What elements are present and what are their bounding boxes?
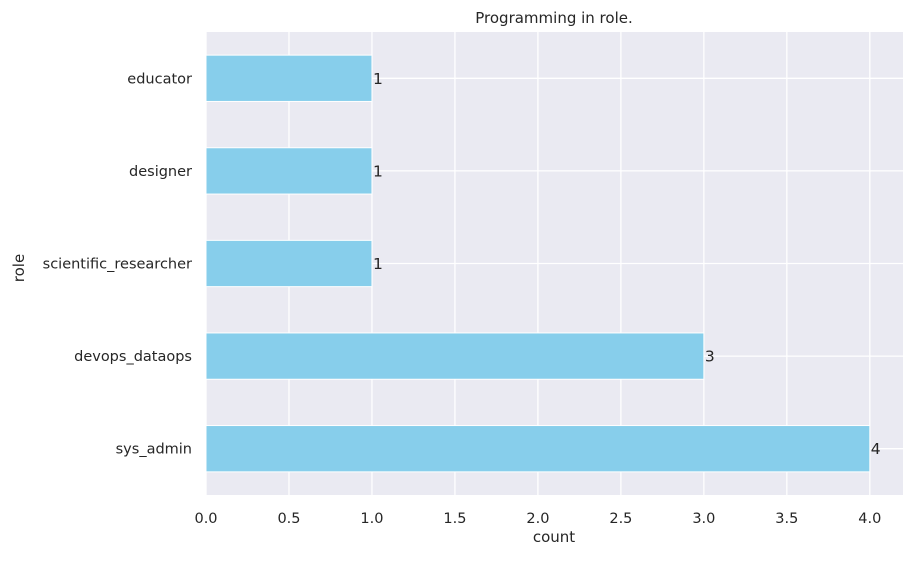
x-tick-label: 0.5 (277, 511, 300, 527)
x-tick-label: 4.0 (858, 511, 881, 527)
x-tick-label: 1.0 (360, 511, 383, 527)
bar-value-label: 1 (373, 162, 383, 180)
data-labels: 4 3 1 1 1 (373, 70, 881, 458)
bar-value-label: 3 (705, 348, 715, 366)
x-tick-label: 3.5 (775, 511, 798, 527)
x-tick-label: 2.5 (609, 511, 632, 527)
bar (205, 147, 373, 195)
bar-value-label: 1 (373, 255, 383, 273)
y-tick-label: devops_dataops (74, 349, 192, 365)
y-axis-label: role (10, 254, 28, 282)
bar (205, 425, 871, 473)
bar (205, 332, 705, 380)
y-tick-label: sys_admin (116, 442, 192, 458)
x-tick-label: 2.0 (526, 511, 549, 527)
x-tick-label: 3.0 (692, 511, 715, 527)
bar-value-label: 4 (871, 440, 881, 458)
y-tick-label: educator (127, 71, 192, 87)
bar (205, 239, 373, 288)
chart-title: Programming in role. (475, 9, 633, 27)
y-tick-labels: sys_admin devops_dataops scientific_resear… (43, 71, 192, 457)
x-tick-label: 1.5 (443, 511, 466, 527)
bar (205, 54, 373, 102)
bar-value-label: 1 (373, 70, 383, 88)
x-tick-label: 0.0 (194, 511, 217, 527)
x-tick-labels: 0.0 0.5 1.0 1.5 2.0 2.5 3.0 3.5 4.0 (194, 511, 881, 527)
x-axis-label: count (533, 528, 575, 546)
y-tick-label: scientific_researcher (43, 257, 192, 273)
y-tick-label: designer (129, 164, 192, 180)
bars (205, 54, 871, 473)
